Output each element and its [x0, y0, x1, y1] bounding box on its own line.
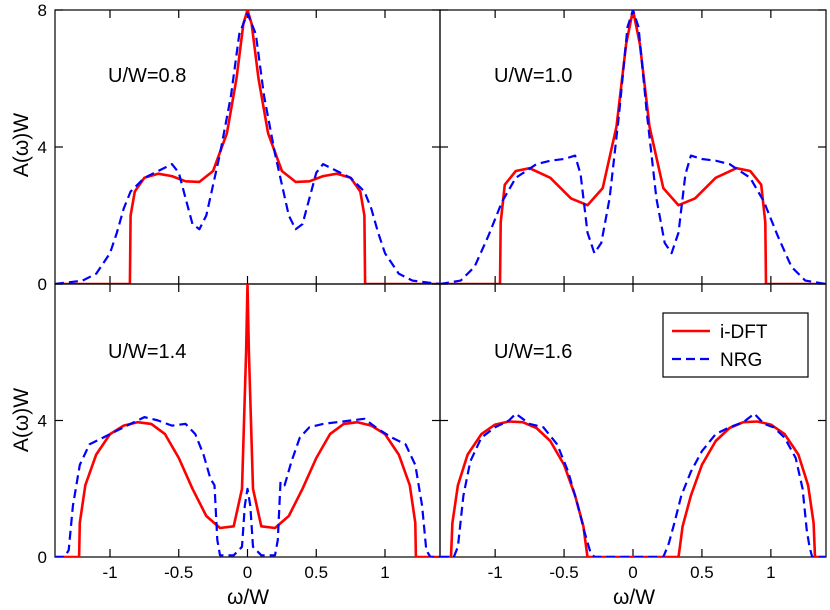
panel-frame [439, 9, 827, 285]
y-tick-label: 4 [38, 138, 47, 157]
legend-label-nrg: NRG [720, 350, 762, 371]
x-axis-title-left: ω/W [227, 586, 269, 609]
x-tick-label: 0 [628, 563, 637, 582]
panel-3: -1 -0.5 0 0.5 1 0 4 U/W=1.4 [38, 283, 441, 582]
panel-label: U/W=1.0 [494, 65, 572, 87]
x-tick-label: -0.5 [549, 563, 578, 582]
y-axis-title-bottom: A(ω)W [10, 388, 33, 452]
series-i-dft-curve [55, 284, 440, 557]
y-axis-title-top: A(ω)W [10, 113, 33, 177]
x-tick-label: 0.5 [304, 563, 328, 582]
x-tick-label: -1 [488, 563, 503, 582]
series-nrg-curve [440, 10, 826, 284]
y-tick-label: 8 [38, 1, 47, 20]
legend-label-idft: i-DFT [720, 322, 768, 343]
legend: i-DFT NRG [662, 312, 809, 378]
panel-label: U/W=1.6 [494, 341, 572, 363]
x-tick-label: -0.5 [164, 563, 193, 582]
y-tick-label: 0 [38, 548, 47, 567]
y-tick-label: 0 [38, 275, 47, 294]
series-nrg-curve [55, 416, 440, 557]
legend-box [662, 312, 809, 378]
series-i-dft-curve [440, 420, 826, 557]
x-tick-label: 1 [380, 563, 389, 582]
x-axis-title-right: ω/W [613, 586, 655, 609]
x-tick-label: 1 [766, 563, 775, 582]
y-tick-label: 4 [38, 412, 47, 431]
x-tick-label: -1 [102, 563, 117, 582]
series-nrg-curve [440, 412, 826, 557]
panel-label: U/W=1.4 [108, 341, 186, 363]
x-tick-label: 0.5 [690, 563, 714, 582]
panel-4: -1 -0.5 0 0.5 1 U/W=1.6 [439, 283, 827, 582]
series-i-dft-curve [440, 10, 826, 284]
series-nrg-curve [55, 12, 440, 284]
x-tick-label: 0 [243, 563, 252, 582]
panel-2: U/W=1.0 [439, 9, 827, 285]
panel-1: 0 4 8 U/W=0.8 [38, 1, 441, 294]
panel-label: U/W=0.8 [108, 65, 186, 87]
